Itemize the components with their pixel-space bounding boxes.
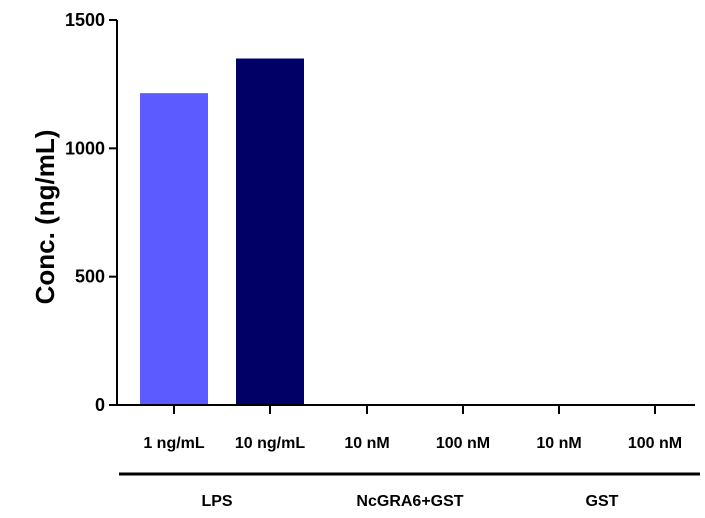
bar bbox=[140, 93, 208, 406]
x-tick-label: 100 nM bbox=[628, 435, 682, 452]
x-tick-label: 1 ng/mL bbox=[143, 435, 205, 452]
group-label: NcGRA6+GST bbox=[356, 493, 463, 510]
y-tick-label: 1000 bbox=[65, 138, 105, 158]
x-tick-label: 10 nM bbox=[536, 435, 581, 452]
y-axis-title: Conc. (ng/mL) bbox=[30, 130, 60, 305]
bar bbox=[236, 58, 304, 405]
x-tick-label: 10 ng/mL bbox=[235, 435, 305, 452]
group-label: LPS bbox=[201, 493, 232, 510]
group-label: GST bbox=[586, 493, 619, 510]
y-tick-label: 0 bbox=[95, 395, 105, 415]
y-tick-label: 1500 bbox=[65, 10, 105, 30]
x-tick-label: 100 nM bbox=[436, 435, 490, 452]
y-tick-label: 500 bbox=[75, 267, 105, 287]
plot-area: 0 500 1000 1500 1 ng/mL 10 ng/mL 10 nM 100 nM 10… bbox=[65, 10, 700, 510]
x-tick-label: 10 nM bbox=[344, 435, 389, 452]
